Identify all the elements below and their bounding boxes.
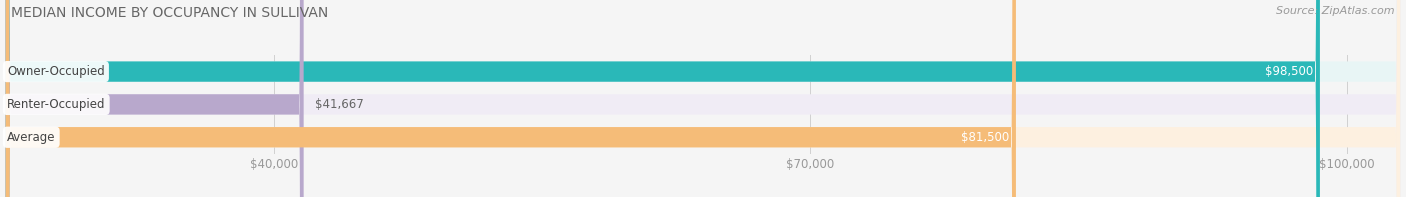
FancyBboxPatch shape [6, 0, 304, 197]
FancyBboxPatch shape [6, 0, 1400, 197]
FancyBboxPatch shape [6, 0, 1017, 197]
Text: $81,500: $81,500 [960, 131, 1010, 144]
Text: Source: ZipAtlas.com: Source: ZipAtlas.com [1277, 6, 1395, 16]
FancyBboxPatch shape [6, 0, 1400, 197]
FancyBboxPatch shape [6, 0, 1320, 197]
Text: Owner-Occupied: Owner-Occupied [7, 65, 105, 78]
FancyBboxPatch shape [6, 0, 1400, 197]
Text: $41,667: $41,667 [315, 98, 364, 111]
Text: MEDIAN INCOME BY OCCUPANCY IN SULLIVAN: MEDIAN INCOME BY OCCUPANCY IN SULLIVAN [11, 6, 329, 20]
Text: Renter-Occupied: Renter-Occupied [7, 98, 105, 111]
Text: Average: Average [7, 131, 55, 144]
Text: $98,500: $98,500 [1264, 65, 1313, 78]
